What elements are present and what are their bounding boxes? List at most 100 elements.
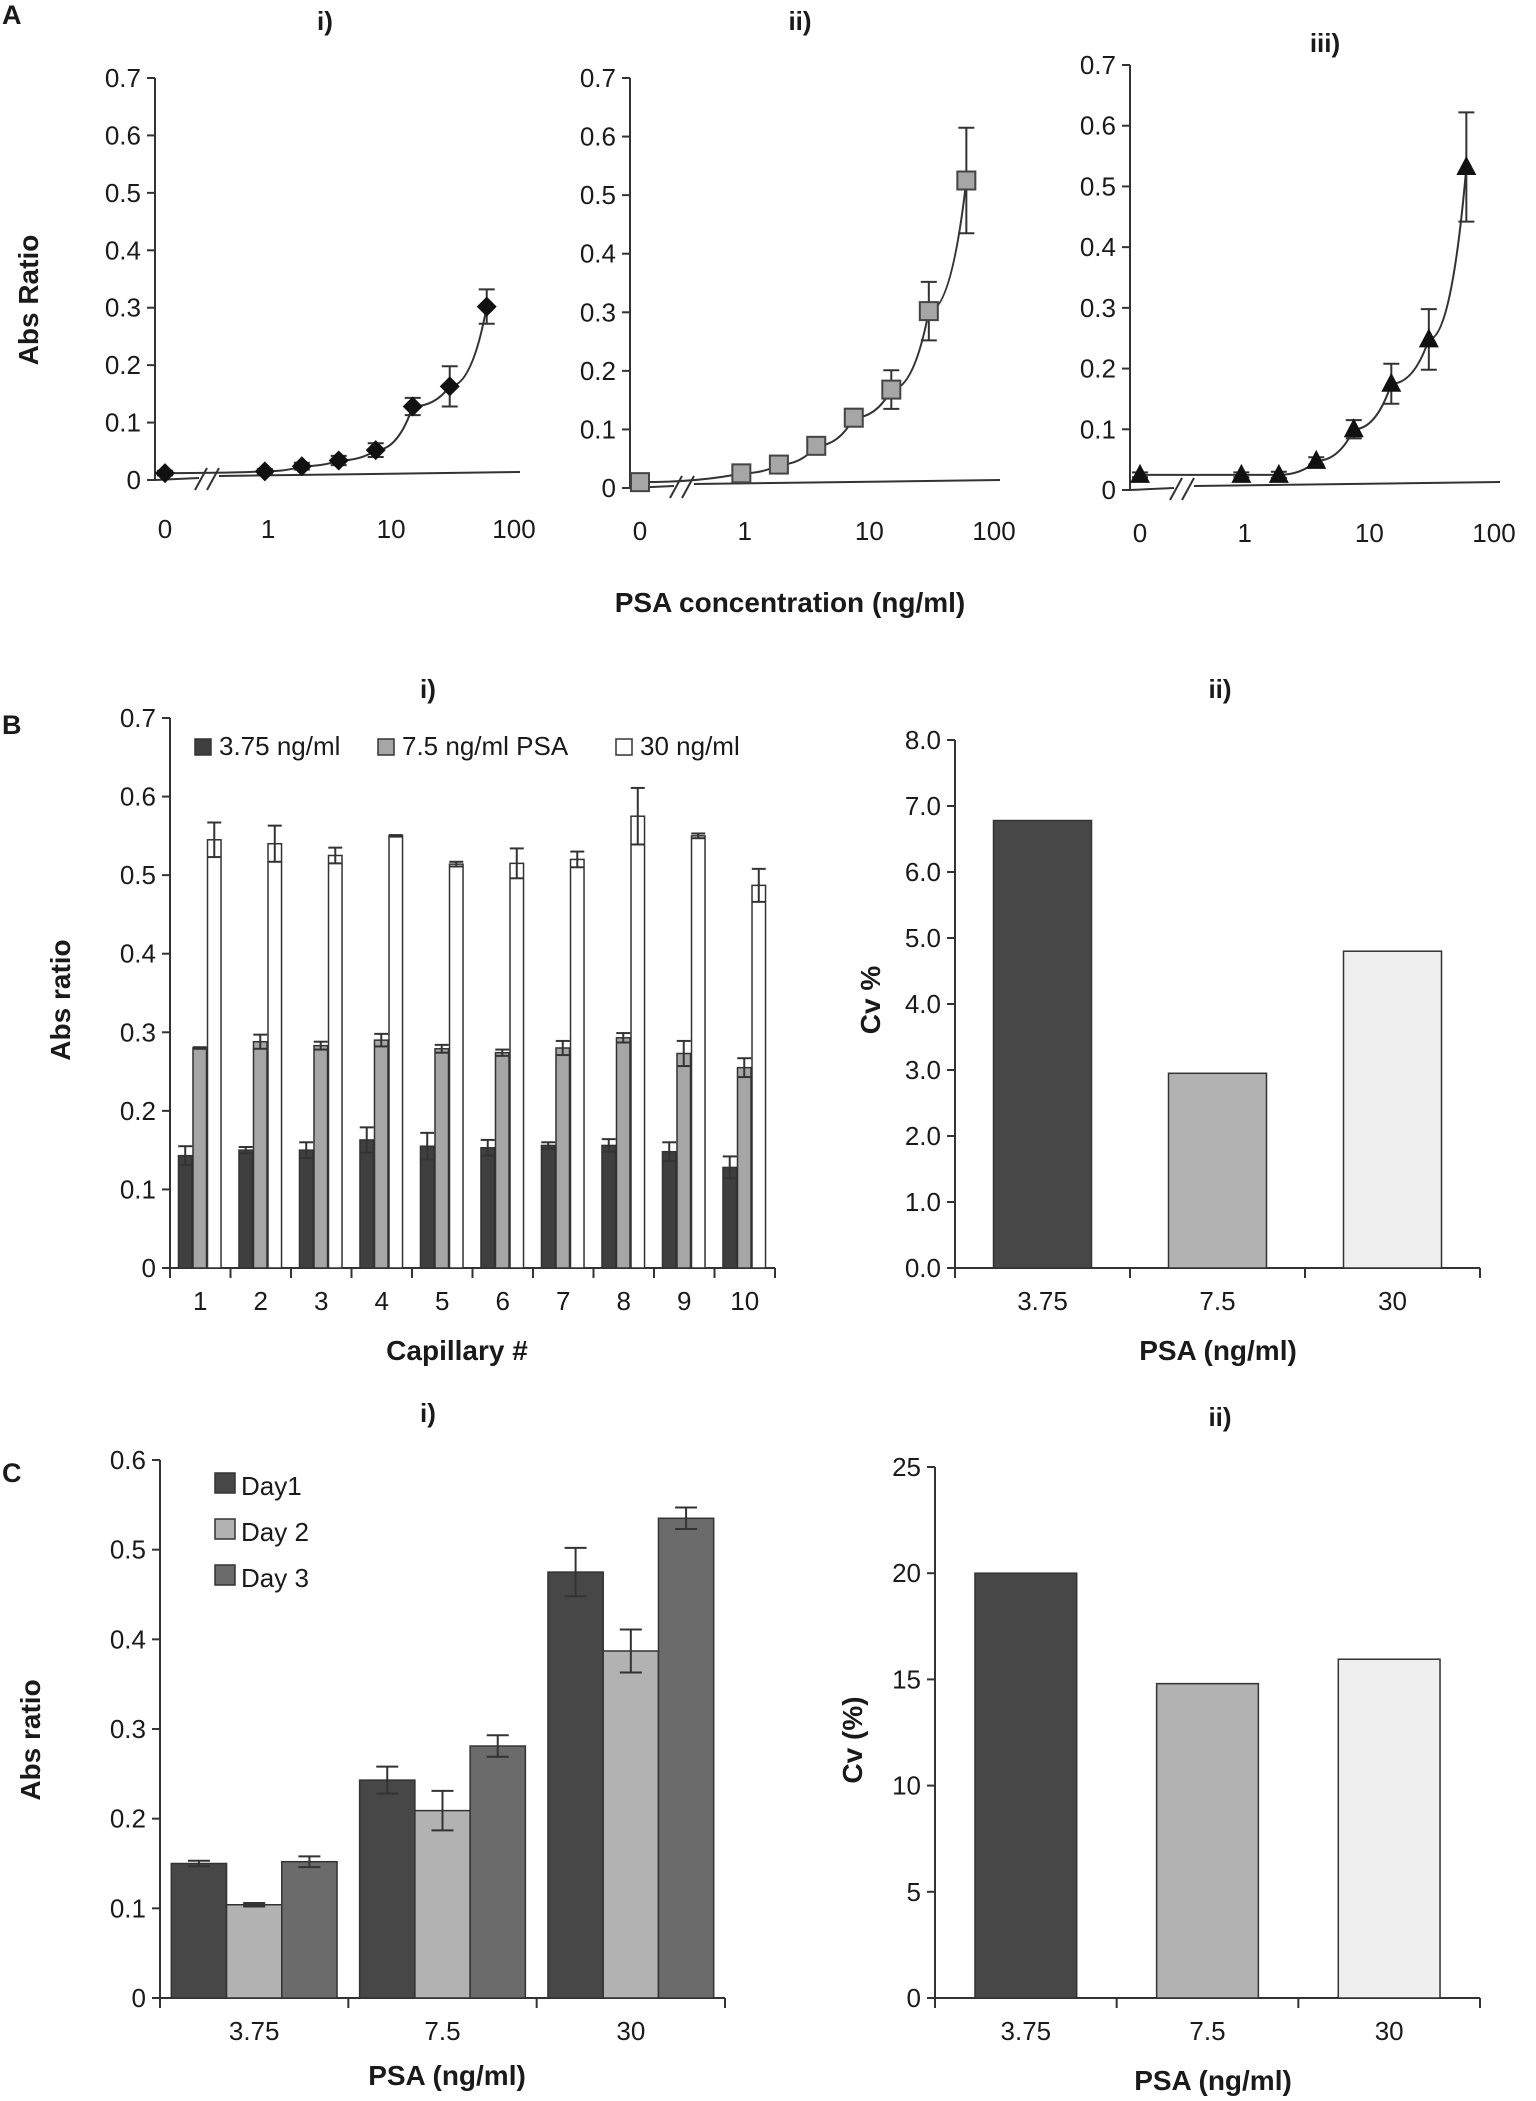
A-i-y-tick-label: 0.1 — [105, 408, 141, 438]
B-i-y-tick-label: 0.6 — [120, 782, 156, 812]
B-ii-y-tick-label: 6.0 — [905, 857, 941, 887]
A-iii-point — [1381, 372, 1402, 392]
A-ii-y-tick-label: 0.4 — [580, 239, 616, 269]
A-ii-y-tick-label: 0.3 — [580, 297, 616, 327]
C-ii-y-tick-label: 5 — [907, 1877, 921, 1907]
A-iii-point — [1343, 418, 1364, 438]
A-i-x-tick-label: 100 — [492, 514, 535, 544]
B-i-title: i) — [420, 674, 436, 704]
C-i-legend-swatch — [214, 1472, 236, 1494]
C-i-title: i) — [420, 1398, 436, 1428]
A-ii-point — [956, 170, 977, 191]
B-i-bar — [267, 842, 283, 1269]
C-ii-x-tick-label: 30 — [1375, 2016, 1404, 2046]
A-iii-x-axis — [1129, 487, 1175, 491]
B-i-bar — [480, 1147, 496, 1269]
A-i-fit-line — [164, 306, 488, 475]
A-i-point — [155, 463, 175, 484]
A-iii-x-tick-label: 10 — [1355, 518, 1384, 548]
A-iii-x-tick-label: 0 — [1133, 518, 1147, 548]
A-iii-fit-line — [1139, 166, 1468, 476]
B-ii-x-tick-label: 7.5 — [1199, 1286, 1235, 1316]
B-i-x-tick-label: 7 — [556, 1286, 570, 1316]
A-iii-y-tick-label: 0.4 — [1080, 232, 1116, 262]
A-ii-point — [918, 301, 939, 322]
C-i-bar — [414, 1809, 471, 1999]
B-ii-bar — [1167, 1072, 1268, 1269]
panel-label-c: C — [2, 1458, 22, 1488]
A-iii-point — [1306, 449, 1327, 469]
B-i-bar — [373, 1039, 389, 1269]
B-i-bar — [690, 835, 706, 1269]
B-i-bar — [751, 884, 767, 1269]
A-ii-y-tick-label: 0.1 — [580, 414, 616, 444]
A-iii-y-tick-label: 0.6 — [1080, 111, 1116, 141]
B-i-bar — [661, 1150, 677, 1269]
B-i-x-tick-label: 4 — [375, 1286, 389, 1316]
B-i-legend-swatch — [194, 738, 212, 756]
A-iii-y-tick-label: 0.7 — [1080, 50, 1116, 80]
B-ii-y-tick-label: 7.0 — [905, 791, 941, 821]
C-ii-bar — [1155, 1682, 1260, 1999]
A-iii-y-tick-label: 0.3 — [1080, 293, 1116, 323]
B-i-x-tick-label: 3 — [314, 1286, 328, 1316]
panel-label-b: B — [2, 710, 22, 740]
B-i-bar — [569, 858, 585, 1269]
A-i-y-tick-label: 0.7 — [105, 63, 141, 93]
A-iii-title: iii) — [1310, 28, 1340, 58]
A-ii-y-tick-label: 0.6 — [580, 122, 616, 152]
A-ii-x-tick-label: 1 — [737, 516, 751, 546]
A-i-axis-break — [194, 467, 208, 491]
C-i-legend-label: Day 2 — [241, 1517, 309, 1547]
C-i-bar — [657, 1517, 715, 1999]
C-i-x-tick-label: 3.75 — [229, 2016, 280, 2046]
B-i-bar — [448, 863, 464, 1269]
A-iii-y-tick-label: 0.2 — [1080, 354, 1116, 384]
A-iii-axis-break — [1181, 477, 1195, 501]
A-ii-point — [768, 454, 789, 475]
A-i-point — [402, 396, 423, 417]
B-i-bar — [509, 862, 525, 1269]
A-i-y-tick-label: 0.6 — [105, 120, 141, 150]
B-ii-y-label: Cv % — [855, 966, 886, 1035]
B-i-legend-swatch — [377, 738, 395, 756]
C-ii-title: ii) — [1208, 1402, 1231, 1432]
B-i-x-tick-label: 2 — [254, 1286, 268, 1316]
B-i-bar — [419, 1145, 435, 1269]
C-i-bar — [225, 1903, 283, 1999]
B-i-bar — [494, 1051, 510, 1269]
C-ii-y-tick-label: 0 — [907, 1983, 921, 2013]
A-iii-point — [1268, 463, 1289, 483]
A-ii-y-tick-label: 0 — [602, 473, 616, 503]
C-i-y-tick-label: 0.6 — [110, 1445, 146, 1475]
C-i-x-tick-label: 30 — [616, 2016, 645, 2046]
A-i-point — [476, 296, 497, 317]
B-ii-x-label: PSA (ng/ml) — [1139, 1335, 1297, 1366]
B-ii-y-tick-label: 8.0 — [905, 725, 941, 755]
A-i-y-tick-label: 0.4 — [105, 235, 141, 265]
B-i-bar — [676, 1052, 692, 1269]
B-i-x-tick-label: 6 — [496, 1286, 510, 1316]
A-iii-y-tick-label: 0 — [1102, 475, 1116, 505]
B-i-x-tick-label: 9 — [677, 1286, 691, 1316]
B-i-bar — [540, 1144, 556, 1269]
A-ii-title: ii) — [788, 6, 811, 36]
C-i-y-tick-label: 0 — [132, 1983, 146, 2013]
B-i-y-tick-label: 0.2 — [120, 1096, 156, 1126]
C-i-legend-label: Day 3 — [241, 1563, 309, 1593]
A-i-point — [328, 450, 349, 471]
C-i-bar — [547, 1571, 604, 1999]
A-iii-x-tick-label: 100 — [1472, 518, 1515, 548]
B-i-y-tick-label: 0.4 — [120, 939, 156, 969]
B-i-bar — [177, 1154, 193, 1269]
A-i-y-tick-label: 0.2 — [105, 350, 141, 380]
A-ii-y-tick-label: 0.5 — [580, 180, 616, 210]
B-ii-bar — [992, 819, 1093, 1269]
C-i-y-tick-label: 0.3 — [110, 1714, 146, 1744]
A-ii-point — [881, 379, 902, 400]
C-ii-bar — [1337, 1658, 1441, 1999]
A-iii-point — [1456, 156, 1477, 175]
C-i-bar — [469, 1745, 527, 1999]
